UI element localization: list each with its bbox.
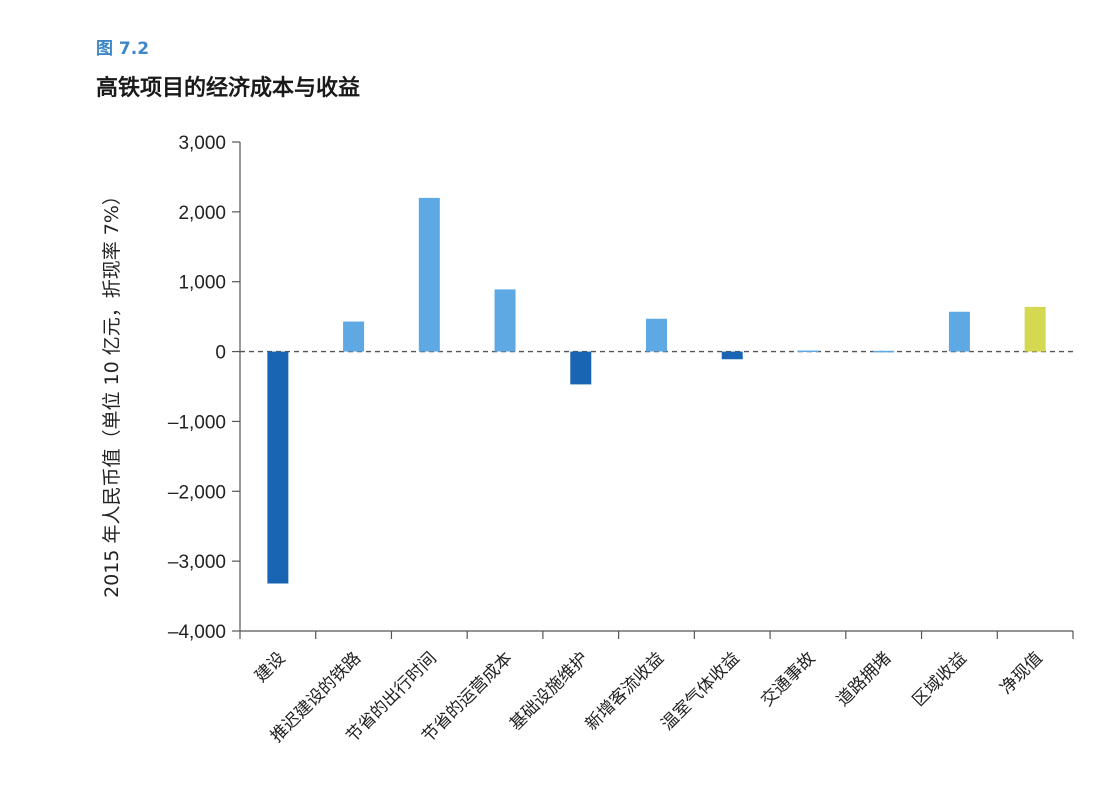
category-label: 区域收益 [909,648,971,710]
bar [721,351,743,360]
category-label: 道路拥堵 [833,648,895,710]
category-label: 净现值 [996,648,1046,698]
y-tick-label: –1,000 [168,412,226,433]
y-tick-label: 1,000 [178,273,226,294]
y-ticks: 3,000 2,000 1,000 0 –1,000 –2,000 –3,000 –4,000 [168,133,240,643]
category-label: 交通事故 [757,648,819,710]
y-tick-label: –3,000 [168,552,226,573]
bar [494,289,516,352]
y-tick-label: 3,000 [178,133,226,154]
figure-label: 图 7.2 [96,39,150,59]
bar [948,311,970,352]
y-tick-label: 0 [215,343,226,364]
bar [418,197,440,352]
bar [873,350,895,353]
y-tick-label: –4,000 [168,622,226,643]
bars [267,197,1046,584]
bar [267,351,289,584]
bar [570,351,592,385]
category-label: 温室气体收益 [657,648,743,734]
category-label: 新增客流收益 [582,648,668,734]
bar [1024,306,1046,352]
chart-title: 高铁项目的经济成本与收益 [96,76,361,101]
y-tick-label: 2,000 [178,203,226,224]
category-labels: 建设推迟建设的铁路节省的出行时间节省的运营成本基础设施维护新增客流收益温室气体收… [251,648,1046,746]
y-axis-label: 2015 年人民币值（单位 10 亿元，折现率 7%） [101,186,123,598]
y-tick-label: –2,000 [168,482,226,503]
category-label: 建设 [251,648,289,686]
bar [797,350,819,353]
axes [239,142,1074,639]
category-label: 基础设施维护 [506,648,592,734]
bar [343,321,365,352]
bar [646,318,667,352]
